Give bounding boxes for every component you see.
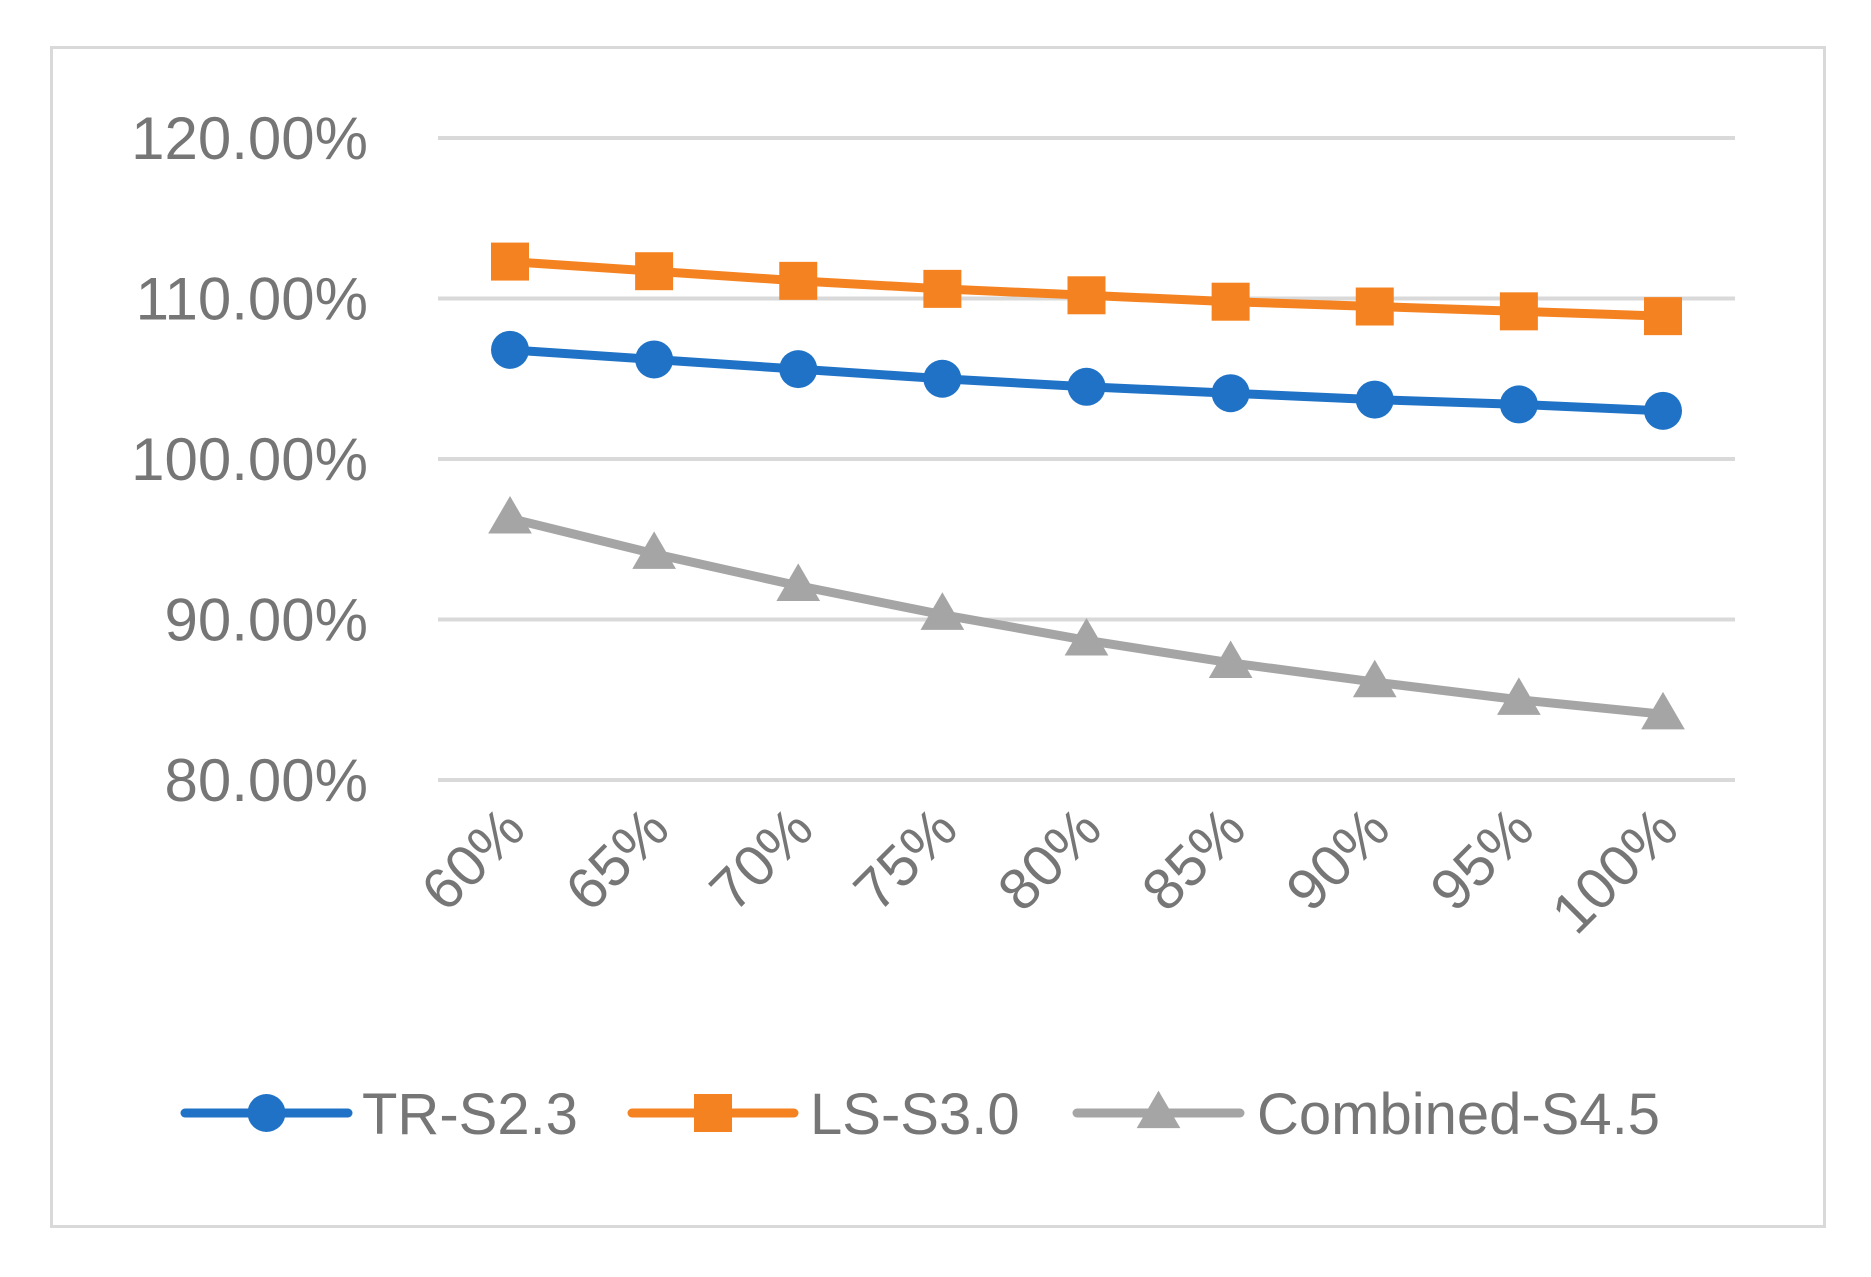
series-LS-S3.0 [491,242,1682,336]
y-tick-label: 90.00% [165,587,369,654]
data-point [1067,276,1106,315]
data-point [1644,297,1682,336]
x-tick-label: 70% [697,795,825,923]
series-line [505,513,1668,719]
data-point [1499,292,1538,331]
series-TR-S2.3 [491,330,1682,430]
gridlines [438,136,1735,782]
data-point [632,531,676,569]
data-point [1355,380,1394,419]
legend-label: TR-S2.3 [362,1082,578,1147]
data-point [1067,367,1106,406]
y-tick-label: 120.00% [131,105,368,172]
data-point [779,261,818,300]
data-point [491,330,529,369]
data-point [635,252,674,291]
data-point [1641,691,1685,730]
data-point [1644,391,1682,430]
legend-item: TR-S2.3 [180,1082,578,1147]
x-tick-label: 60% [409,795,537,923]
x-tick-label: 85% [1130,795,1258,923]
y-tick-label: 110.00% [136,266,368,333]
legend-label: LS-S3.0 [810,1082,1020,1147]
legend-item: LS-S3.0 [627,1082,1020,1147]
legend-label: Combined-S4.5 [1257,1082,1660,1147]
data-point [1352,659,1397,698]
x-tick-label: 100% [1539,795,1690,946]
y-tick-label: 100.00% [131,426,368,493]
y-tick-label: 80.00% [165,747,369,814]
data-point [1355,287,1394,326]
data-point [1211,374,1250,413]
data-point [488,496,532,534]
legend: TR-S2.3 LS-S3.0 Combined-S4.5 [180,1082,1660,1147]
series-Combined-S4.5 [488,496,1685,730]
x-tick-label: 80% [986,795,1114,923]
legend-swatch-marker [1136,1090,1181,1129]
y-axis-ticks: 80.00% 90.00% 100.00% 110.00% 120.00% [131,105,368,814]
x-tick-label: 95% [1418,795,1546,923]
legend-swatch-marker [247,1094,286,1132]
data-point [776,563,821,601]
x-tick-label: 90% [1274,795,1402,923]
data-point [923,359,962,398]
data-point [923,269,962,308]
legend-swatch-marker [694,1094,732,1132]
x-axis-ticks: 60% 65% 70% 75% 80% 85% 90% 95%100% [409,795,1690,946]
data-point [491,242,529,281]
x-tick-label: 75% [842,795,970,923]
data-point [635,340,674,379]
data-point [1499,385,1538,424]
data-point [1497,677,1541,715]
data-point [1064,617,1109,656]
chart-frame [50,46,1826,1228]
data-point [779,350,818,389]
series-lines [488,242,1685,730]
data-point [1208,640,1253,678]
x-tick-label: 65% [553,795,681,923]
data-point [920,592,965,630]
legend-item: Combined-S4.5 [1072,1082,1660,1147]
data-point [1211,282,1250,321]
